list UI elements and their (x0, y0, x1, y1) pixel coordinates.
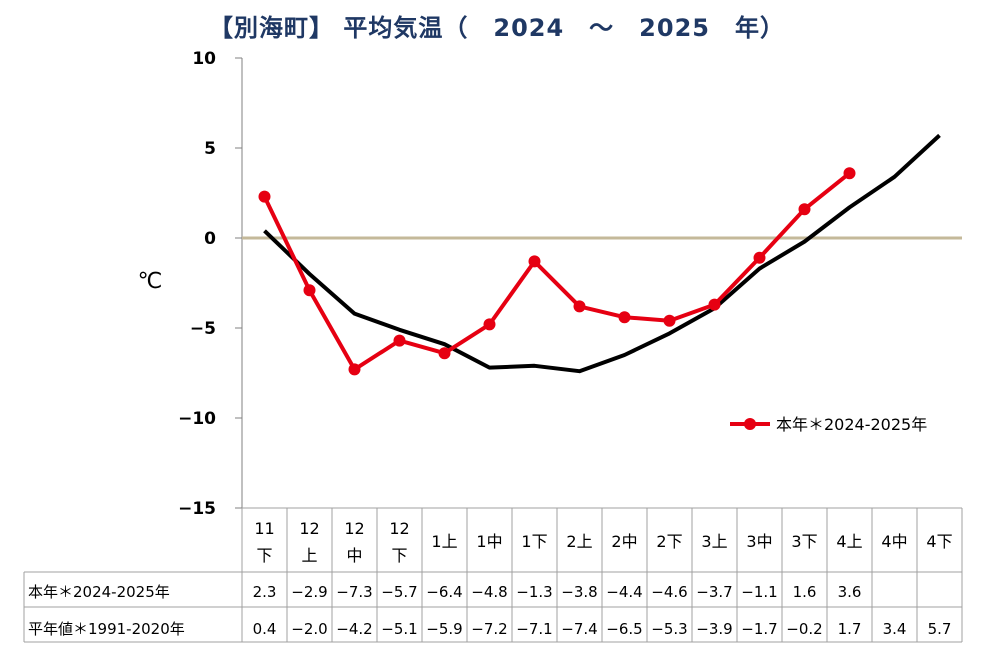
y-tick-label: 5 (204, 139, 216, 159)
data-label: −7.2 (471, 620, 507, 638)
category-label: 2下 (656, 532, 682, 551)
category-label: 中 (346, 546, 362, 565)
data-label: −2.9 (291, 583, 327, 601)
category-label: 2上 (566, 532, 592, 551)
data-point (843, 167, 856, 180)
category-label: 3下 (791, 532, 817, 551)
data-label: −6.4 (426, 583, 462, 601)
data-label: 0.4 (253, 620, 277, 638)
category-label: 12 (344, 519, 364, 538)
category-label: 4下 (926, 532, 952, 551)
category-label: 1下 (521, 532, 547, 551)
data-label: −6.5 (606, 620, 642, 638)
data-label: 1.6 (793, 583, 817, 601)
data-point (348, 363, 361, 376)
y-tick-label: 10 (192, 49, 216, 69)
y-axis-label: ℃ (138, 269, 163, 294)
data-point (483, 318, 496, 331)
data-label: −5.7 (381, 583, 417, 601)
chart-title: 【別海町】 平均気温（ 2024 ～ 2025 年） (209, 14, 785, 42)
category-label: 11 (254, 519, 274, 538)
table-row-header: 平年値＊1991-2020年 (28, 620, 185, 638)
category-label: 1上 (431, 532, 457, 551)
data-label: 5.7 (928, 620, 952, 638)
category-label: 4中 (881, 532, 907, 551)
y-tick-label: −5 (190, 319, 216, 339)
data-label: −4.6 (651, 583, 687, 601)
category-label: 下 (256, 546, 272, 565)
data-label: −1.7 (741, 620, 777, 638)
data-label: −3.9 (696, 620, 732, 638)
category-label: 3中 (746, 532, 772, 551)
data-label: −1.3 (516, 583, 552, 601)
data-point (708, 298, 721, 311)
data-label: −4.2 (336, 620, 372, 638)
data-point (438, 347, 451, 360)
data-point (618, 311, 631, 324)
data-label: 2.3 (253, 583, 277, 601)
data-point (573, 300, 586, 313)
data-label: −1.1 (741, 583, 777, 601)
data-point (258, 190, 271, 203)
y-tick-label: −15 (178, 499, 216, 519)
data-label: −0.2 (786, 620, 822, 638)
series-line-current (262, 171, 851, 372)
legend-swatch-marker (744, 418, 756, 430)
category-label: 1中 (476, 532, 502, 551)
series-line-normal (263, 133, 941, 374)
data-label: −3.7 (696, 583, 732, 601)
data-label: −3.8 (561, 583, 597, 601)
data-point (753, 251, 766, 264)
y-tick-label: −10 (178, 409, 216, 429)
data-label: −5.9 (426, 620, 462, 638)
legend-label: 本年＊2024-2025年 (776, 415, 927, 434)
data-label: −5.3 (651, 620, 687, 638)
data-point (663, 314, 676, 327)
category-label: 3上 (701, 532, 727, 551)
data-point (393, 334, 406, 347)
data-point (798, 203, 811, 216)
data-label: 1.7 (838, 620, 862, 638)
data-label: −7.4 (561, 620, 597, 638)
data-point (303, 284, 316, 297)
y-tick-label: 0 (204, 229, 216, 249)
data-label: −7.3 (336, 583, 372, 601)
data-label: −4.4 (606, 583, 642, 601)
category-label: 12 (299, 519, 319, 538)
category-label: 12 (389, 519, 409, 538)
table-row-header: 本年＊2024-2025年 (28, 583, 170, 601)
category-label: 2中 (611, 532, 637, 551)
data-label: −5.1 (381, 620, 417, 638)
data-point (528, 255, 541, 268)
category-label: 4上 (836, 532, 862, 551)
data-label: −7.1 (516, 620, 552, 638)
data-label: −2.0 (291, 620, 327, 638)
category-label: 下 (391, 546, 407, 565)
data-label: 3.4 (883, 620, 907, 638)
data-label: −4.8 (471, 583, 507, 601)
category-label: 上 (301, 546, 317, 565)
data-label: 3.6 (838, 583, 862, 601)
